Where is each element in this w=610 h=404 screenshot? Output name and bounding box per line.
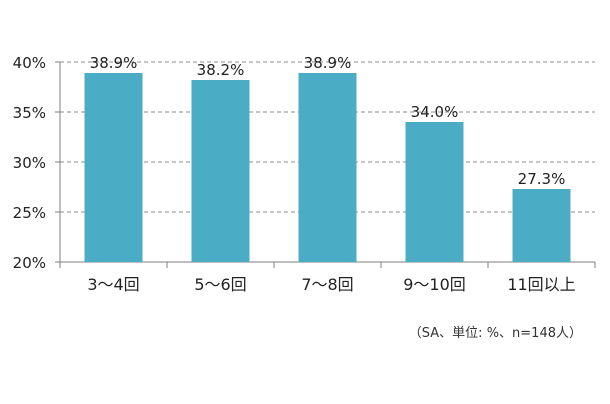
y-tick-label: 40%: [13, 54, 46, 72]
data-label: 38.2%: [197, 61, 245, 79]
x-tick-label: 3〜4回: [87, 275, 139, 294]
x-tick-label: 5〜6回: [194, 275, 246, 294]
data-label: 27.3%: [518, 170, 566, 188]
x-tick-label: 7〜8回: [301, 275, 353, 294]
y-tick-label: 35%: [13, 104, 46, 122]
data-label: 38.9%: [90, 54, 138, 72]
y-tick-label: 20%: [13, 254, 46, 272]
y-tick-label: 30%: [13, 154, 46, 172]
data-label: 38.9%: [304, 54, 352, 72]
x-tick-label: 9〜10回: [403, 275, 466, 294]
bar-5: [512, 189, 571, 262]
sample-note: （SA、単位: %、n=148人）: [408, 326, 582, 341]
bar-1: [84, 73, 143, 262]
data-label: 34.0%: [411, 103, 459, 121]
bar-2: [191, 80, 250, 262]
y-tick-label: 25%: [13, 204, 46, 222]
bar-3: [298, 73, 357, 262]
bar-4: [405, 122, 464, 262]
x-tick-label: 11回以上: [507, 275, 575, 294]
